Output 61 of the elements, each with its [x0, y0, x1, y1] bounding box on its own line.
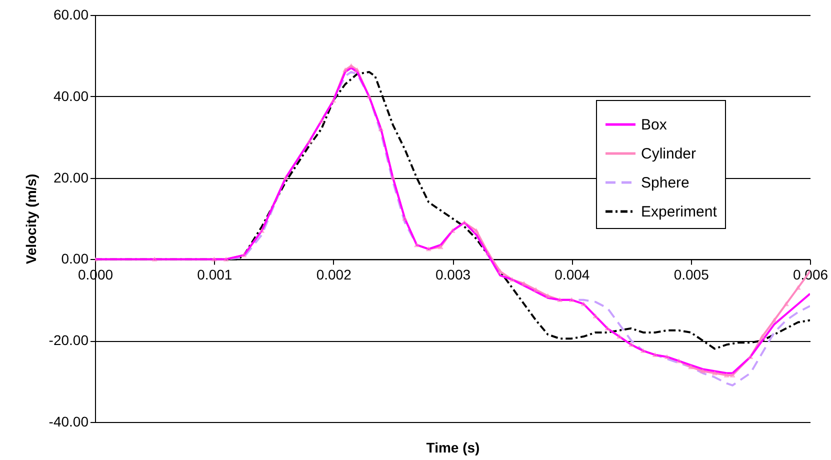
legend-label: Cylinder — [641, 146, 696, 162]
legend-label: Box — [641, 116, 668, 134]
point — [366, 94, 372, 99]
point — [330, 98, 336, 103]
point — [319, 118, 324, 123]
y-tick-label: 40.00 — [53, 88, 89, 104]
y-tick-label: 20.00 — [53, 169, 89, 186]
point — [534, 288, 538, 292]
point — [724, 373, 729, 378]
point — [700, 369, 706, 374]
point — [474, 228, 479, 233]
x-tick-label: 0.005 — [674, 266, 710, 283]
point — [212, 257, 217, 262]
point — [664, 354, 670, 359]
x-tick-label: 0.004 — [554, 266, 590, 283]
y-tick-label: 0.00 — [61, 250, 89, 267]
point — [402, 216, 408, 221]
point — [557, 298, 562, 302]
point — [616, 334, 622, 339]
point — [342, 68, 348, 72]
point — [426, 246, 432, 252]
point — [510, 277, 514, 282]
point — [307, 139, 312, 144]
x-tick-label: 0.006 — [792, 266, 828, 283]
y-tick-label: -40.00 — [48, 414, 89, 430]
point — [640, 348, 646, 353]
y-tick-label: -20.00 — [48, 332, 89, 348]
point — [628, 342, 634, 347]
point — [593, 314, 598, 318]
point — [390, 176, 396, 180]
point — [450, 228, 455, 233]
point — [688, 364, 694, 370]
point — [438, 244, 443, 250]
point — [605, 326, 610, 331]
point — [354, 68, 360, 72]
point — [414, 242, 420, 248]
x-axis-title: Time (s) — [426, 440, 480, 456]
point — [152, 257, 157, 262]
legend-label: Sphere — [641, 174, 690, 192]
x-tick-label: 0.003 — [435, 266, 471, 283]
point — [569, 298, 574, 302]
point — [522, 282, 526, 286]
point — [259, 228, 264, 233]
x-tick-label: 0.002 — [316, 266, 352, 283]
point — [581, 302, 586, 306]
x-tick-label: 0.001 — [197, 266, 232, 283]
point — [224, 257, 228, 262]
point — [283, 176, 288, 180]
point — [486, 250, 491, 256]
point — [712, 371, 718, 376]
y-tick-label: 60.00 — [53, 6, 89, 22]
point — [378, 126, 384, 132]
point — [730, 373, 735, 378]
point — [760, 334, 765, 339]
point — [652, 352, 658, 357]
y-axis-title: Velocity (m/s) — [22, 174, 39, 264]
point — [462, 220, 467, 225]
legend-label: Experiment — [641, 204, 718, 220]
point — [748, 354, 753, 359]
point — [676, 358, 682, 364]
point — [242, 253, 246, 258]
